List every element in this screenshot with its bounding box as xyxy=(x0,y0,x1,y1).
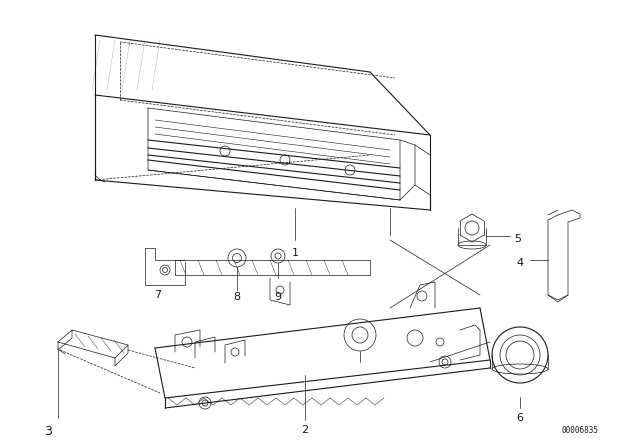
Text: 4: 4 xyxy=(517,258,524,268)
Text: 9: 9 xyxy=(275,292,282,302)
Text: 1: 1 xyxy=(291,248,298,258)
Text: 6: 6 xyxy=(516,413,524,423)
Text: 5: 5 xyxy=(514,234,521,244)
Text: 3: 3 xyxy=(44,425,52,438)
Text: 00006835: 00006835 xyxy=(561,426,598,435)
Text: 2: 2 xyxy=(301,425,308,435)
Text: 7: 7 xyxy=(154,290,161,300)
Text: 8: 8 xyxy=(234,292,241,302)
